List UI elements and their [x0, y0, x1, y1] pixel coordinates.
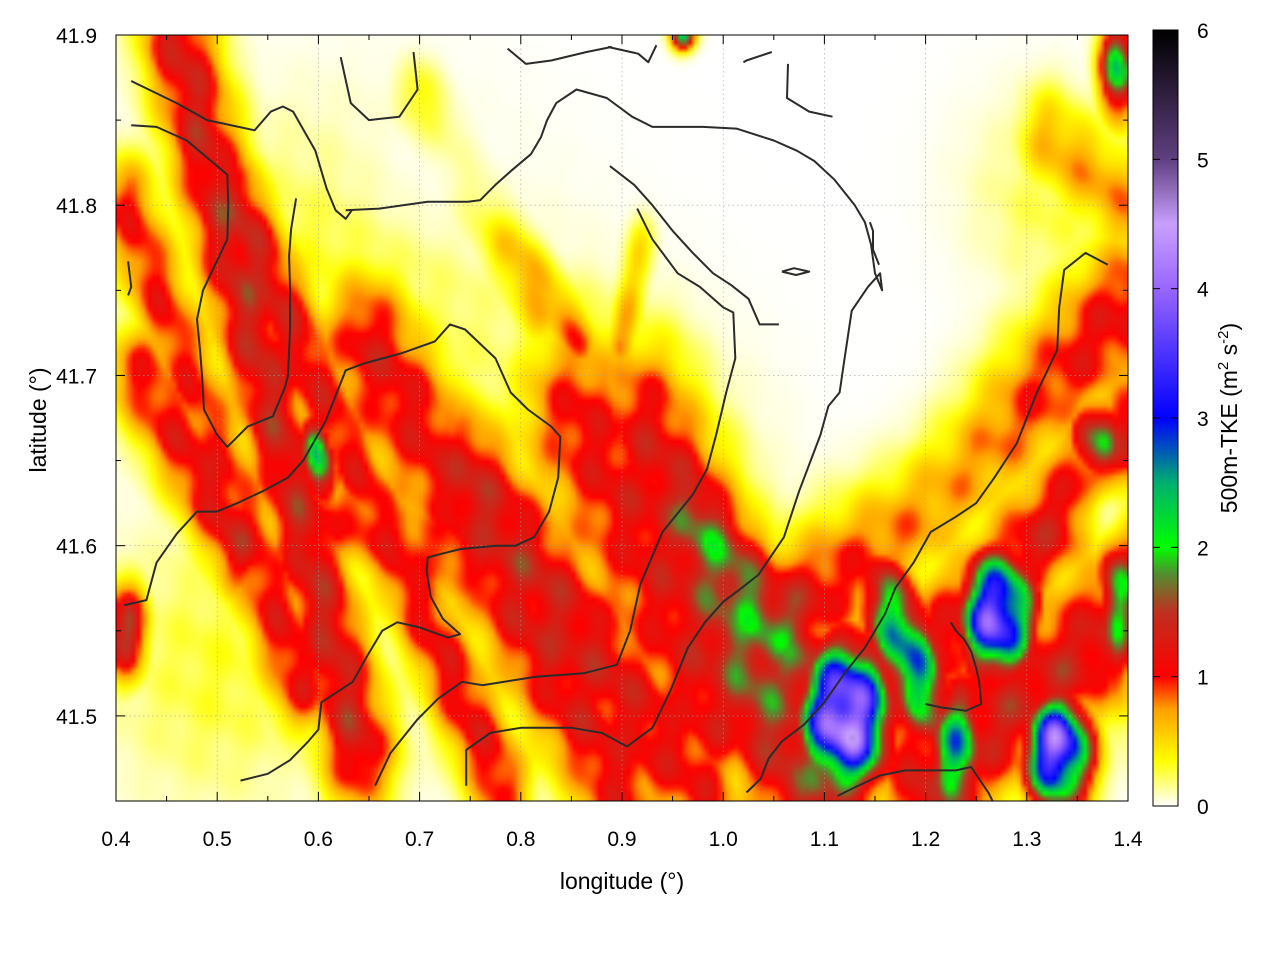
y-tick-label: 41.7 — [56, 365, 97, 388]
colorbar-label: 500m-TKE (m2 s-2) — [1215, 323, 1242, 513]
axis-ticks — [115, 34, 1129, 802]
colorbar-tick-labels: 0 1 2 3 4 5 6 — [1197, 20, 1209, 819]
colorbar-label-suffix: ) — [1216, 323, 1242, 331]
x-tick-labels: 0.4 0.5 0.6 0.7 0.8 0.9 1.0 1.1 1.2 1.3 1.4 — [101, 828, 1143, 851]
y-axis-label: latitude (°) — [25, 367, 51, 472]
y-tick-label: 41.8 — [56, 195, 97, 218]
x-tick-label: 1.4 — [1113, 828, 1143, 851]
colorbar-tick-label: 3 — [1197, 408, 1209, 431]
x-tick-label: 0.8 — [506, 828, 535, 851]
x-tick-label: 0.5 — [203, 828, 232, 851]
contour-line — [745, 251, 1109, 794]
colorbar-tick-label: 5 — [1197, 149, 1209, 172]
contour-line — [837, 766, 994, 801]
x-tick-label: 0.6 — [304, 828, 333, 851]
y-tick-label: 41.9 — [56, 25, 97, 48]
contour-line — [130, 80, 353, 220]
colorbar-label-mid: s — [1216, 344, 1242, 362]
contour-line — [131, 124, 298, 448]
x-tick-label: 0.9 — [607, 828, 636, 851]
contour-line — [123, 323, 562, 782]
colorbar-tick-label: 2 — [1197, 537, 1209, 560]
colorbar-ticks — [1153, 29, 1178, 807]
colorbar-label-sup1: 2 — [1215, 362, 1232, 370]
contour-line — [607, 44, 658, 64]
x-tick-label: 1.3 — [1012, 828, 1041, 851]
x-tick-label: 1.0 — [709, 828, 738, 851]
contour-line — [506, 45, 613, 65]
contour-line — [868, 221, 880, 266]
x-tick-label: 0.4 — [101, 828, 131, 851]
contour-line — [781, 267, 811, 276]
contour-line — [339, 51, 419, 122]
x-tick-label: 0.7 — [405, 828, 434, 851]
y-tick-label: 41.5 — [56, 706, 97, 729]
contour-line — [786, 63, 833, 118]
terrain-contours — [123, 44, 1109, 801]
colorbar-tick-label: 0 — [1197, 796, 1209, 819]
contour-line — [345, 88, 884, 786]
contour-line — [374, 208, 737, 787]
y-tick-labels: 41.5 41.6 41.7 41.8 41.9 — [56, 25, 97, 729]
colorbar-tick-label: 1 — [1197, 667, 1209, 690]
contour-line — [609, 165, 779, 326]
y-tick-label: 41.6 — [56, 536, 97, 559]
colorbar-label-sup2: -2 — [1215, 330, 1232, 343]
colorbar-tick-label: 4 — [1197, 279, 1209, 302]
colorbar-tick-label: 6 — [1197, 20, 1209, 43]
x-tick-label: 1.2 — [911, 828, 940, 851]
colorbar-label-prefix: 500m-TKE (m — [1216, 370, 1242, 513]
contour-line — [127, 261, 133, 296]
x-axis-label: longitude (°) — [560, 868, 684, 894]
contour-line — [742, 51, 773, 64]
x-tick-label: 1.1 — [810, 828, 839, 851]
contour-line — [925, 621, 983, 712]
